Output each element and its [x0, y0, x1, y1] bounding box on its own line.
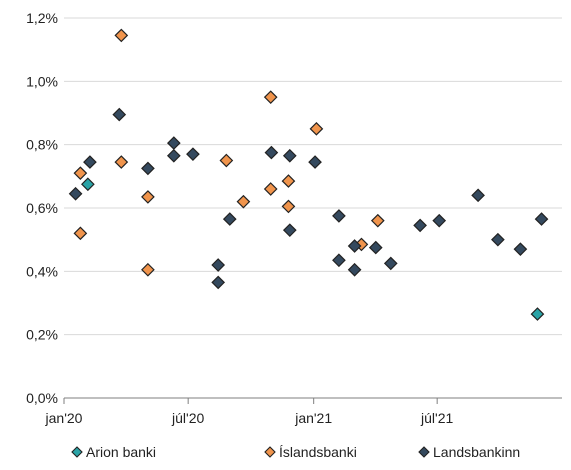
- legend-label: Landsbankinn: [433, 444, 520, 460]
- data-point: [166, 136, 181, 150]
- legend-item: Arion banki: [71, 444, 156, 460]
- data-point: [141, 262, 155, 277]
- data-point: [166, 148, 181, 163]
- data-point: [332, 253, 346, 268]
- x-tick-label: jan'21: [294, 410, 332, 426]
- x-tick-label: júl'20: [171, 410, 204, 426]
- y-tick-label: 1,0%: [26, 73, 58, 89]
- data-point: [281, 199, 296, 214]
- series-islandsbanki: [73, 28, 385, 277]
- data-point: [222, 212, 237, 226]
- legend-label: Arion banki: [86, 444, 156, 460]
- y-tick-label: 0,0%: [26, 390, 58, 406]
- data-point: [347, 239, 362, 253]
- data-point: [236, 194, 251, 209]
- data-point: [211, 275, 226, 290]
- gridlines: [64, 17, 562, 336]
- legend-marker: [71, 446, 83, 458]
- data-point: [112, 107, 127, 122]
- legend: Arion banki Íslandsbanki Landsbankinn: [71, 444, 520, 460]
- data-point: [141, 161, 155, 176]
- data-point: [383, 256, 398, 271]
- series-landsbankinn: [68, 107, 549, 290]
- data-point: [530, 307, 545, 321]
- y-tick-label: 0,6%: [26, 200, 58, 216]
- data-point: [73, 166, 88, 181]
- data-point: [114, 28, 129, 43]
- x-tick-label: jan'20: [45, 410, 83, 426]
- data-point: [432, 213, 447, 228]
- data-point: [309, 121, 324, 136]
- data-point: [73, 226, 88, 241]
- data-points: [68, 28, 549, 321]
- data-point: [263, 182, 278, 196]
- data-point: [141, 190, 155, 204]
- data-point: [534, 212, 549, 226]
- data-point: [471, 188, 485, 203]
- y-tick-label: 0,2%: [26, 327, 58, 343]
- data-point: [281, 174, 296, 188]
- data-point: [332, 209, 346, 223]
- data-point: [347, 262, 362, 277]
- data-point: [308, 155, 322, 169]
- data-point: [282, 148, 297, 163]
- y-tick-label: 1,2%: [26, 10, 58, 26]
- legend-item: Landsbankinn: [418, 444, 520, 460]
- data-point: [114, 155, 129, 169]
- legend-marker: [264, 446, 276, 458]
- data-point: [263, 90, 278, 105]
- data-point: [68, 186, 83, 201]
- data-point: [370, 213, 385, 228]
- y-tick-label: 0,8%: [26, 137, 58, 153]
- data-point: [413, 218, 427, 233]
- data-point: [219, 153, 234, 168]
- data-point: [368, 240, 383, 255]
- x-tick-label: júl'21: [420, 410, 453, 426]
- data-point: [264, 145, 279, 160]
- data-point: [513, 242, 528, 257]
- legend-item: Íslandsbanki: [264, 444, 357, 460]
- legend-marker: [418, 446, 430, 458]
- data-point: [83, 155, 97, 169]
- data-point: [186, 147, 200, 162]
- data-point: [491, 232, 505, 247]
- axes: 0,0% 0,2% 0,4% 0,6% 0,8% 1,0% 1,2% jan'20 júl'20…: [26, 10, 562, 426]
- data-point: [81, 177, 95, 192]
- data-point: [282, 223, 297, 238]
- legend-label: Íslandsbanki: [279, 444, 357, 460]
- data-point: [211, 258, 226, 272]
- y-tick-label: 0,4%: [26, 263, 58, 279]
- series-arion-banki: [81, 177, 545, 321]
